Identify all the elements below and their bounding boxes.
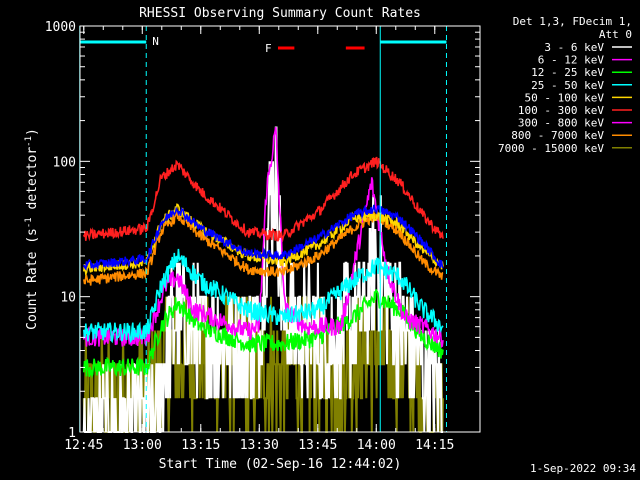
y-tick-label-0: 1 [68, 426, 76, 441]
chart-title: RHESSI Observing Summary Count Rates [139, 6, 421, 21]
series-line-5 [83, 156, 444, 243]
legend-label-1: 6 - 12 keV [538, 54, 605, 67]
plot-frame [79, 25, 481, 433]
night-label: N [152, 35, 159, 48]
series-line-1 [83, 126, 444, 348]
axis-layer: 12:45 13:00 13:15 13:30 13:45 14:00 14:15 1 10 10… [45, 20, 480, 453]
timestamp: 1-Sep-2022 09:34 [530, 462, 636, 475]
legend-header-2: Att 0 [599, 28, 632, 41]
series-line-blue [83, 204, 444, 271]
legend-label-5: 100 - 300 keV [518, 104, 604, 117]
x-tick-label-0: 12:45 [64, 438, 103, 453]
series-line-3 [83, 248, 444, 344]
legend-label-2: 12 - 25 keV [531, 66, 604, 79]
legend-label-7: 800 - 7000 keV [511, 129, 604, 142]
x-axis-label: Start Time (02-Sep-16 12:44:02) [159, 457, 402, 472]
flare-label: F [265, 42, 272, 55]
x-tick-label-4: 13:45 [298, 438, 337, 453]
series-line-7 [83, 208, 444, 286]
y-axis-label: Count Rate (s-1 detector-1) [24, 128, 40, 330]
x-tick-label-2: 13:15 [181, 438, 220, 453]
y-tick-label-1: 10 [60, 291, 76, 306]
legend-label-6: 300 - 800 keV [518, 117, 604, 130]
series-layer [82, 126, 444, 433]
legend-header-1: Det 1,3, FDecim 1, [513, 15, 632, 28]
x-tick-label-6: 14:15 [415, 438, 454, 453]
x-tick-label-5: 14:00 [357, 438, 396, 453]
legend-label-3: 25 - 50 keV [531, 79, 604, 92]
y-tick-label-2: 100 [53, 155, 76, 170]
x-tick-label-3: 13:30 [240, 438, 279, 453]
x-tick-label-1: 13:00 [123, 438, 162, 453]
legend-label-0: 3 - 6 keV [544, 41, 604, 54]
series-line-2 [83, 289, 444, 379]
y-tick-label-3: 1000 [45, 20, 76, 35]
legend-label-8: 7000 - 15000 keV [498, 142, 604, 155]
legend-label-4: 50 - 100 keV [525, 91, 605, 104]
series-line-0 [82, 126, 443, 433]
